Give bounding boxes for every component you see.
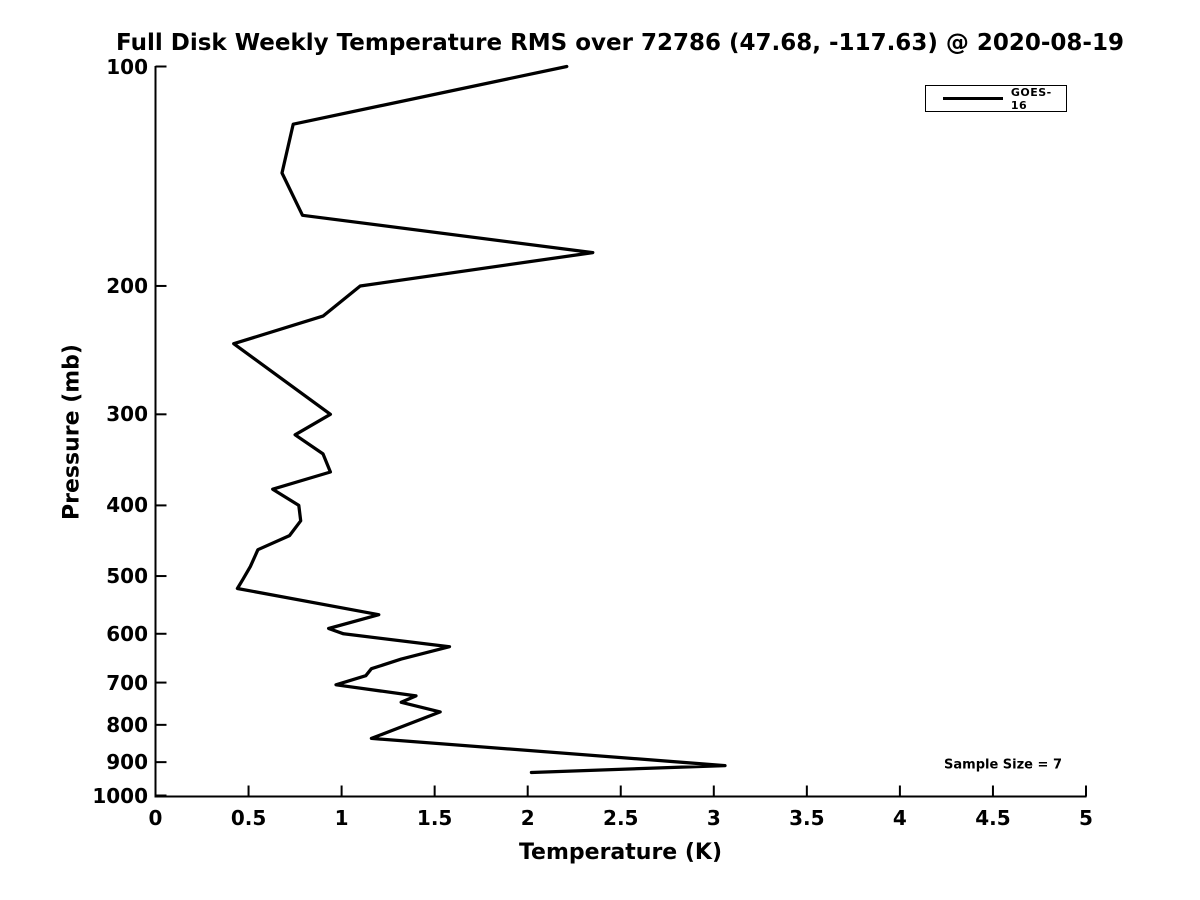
x-tick-label: 2 bbox=[520, 806, 535, 830]
legend-entry-label: GOES-16 bbox=[1010, 85, 1052, 112]
sample-size-annotation: Sample Size = 7 bbox=[944, 757, 1062, 773]
legend-line-sample bbox=[943, 97, 1003, 100]
x-tick-label: 3.5 bbox=[789, 806, 825, 830]
y-tick-label: 500 bbox=[106, 564, 148, 589]
x-tick-label: 2.5 bbox=[603, 806, 639, 830]
y-tick-label: 200 bbox=[106, 273, 148, 298]
y-tick-label: 800 bbox=[106, 712, 148, 737]
x-tick-label: 1 bbox=[334, 806, 349, 830]
x-tick-label: 5 bbox=[1079, 806, 1093, 830]
y-tick-label: 600 bbox=[106, 621, 148, 646]
chart-title: Full Disk Weekly Temperature RMS over 72… bbox=[116, 30, 1124, 56]
goes16-profile-line bbox=[232, 64, 727, 775]
x-tick-label: 0.5 bbox=[230, 806, 267, 830]
y-tick-label: 100 bbox=[106, 54, 148, 79]
legend: GOES-16 bbox=[925, 85, 1067, 112]
y-tick-label: 300 bbox=[106, 402, 148, 427]
y-tick-label: 400 bbox=[106, 493, 148, 518]
x-tick-label: 4.5 bbox=[975, 806, 1011, 830]
x-axis-label: Temperature (K) bbox=[518, 840, 723, 865]
y-tick-label: 700 bbox=[106, 670, 148, 695]
x-tick-label: 3 bbox=[706, 806, 721, 830]
x-tick-label: 0 bbox=[148, 806, 163, 830]
y-tick-label: 1000 bbox=[92, 783, 148, 808]
y-tick-label: 900 bbox=[106, 750, 148, 775]
x-tick-label: 4 bbox=[892, 806, 907, 830]
x-tick-label: 1.5 bbox=[416, 806, 453, 830]
